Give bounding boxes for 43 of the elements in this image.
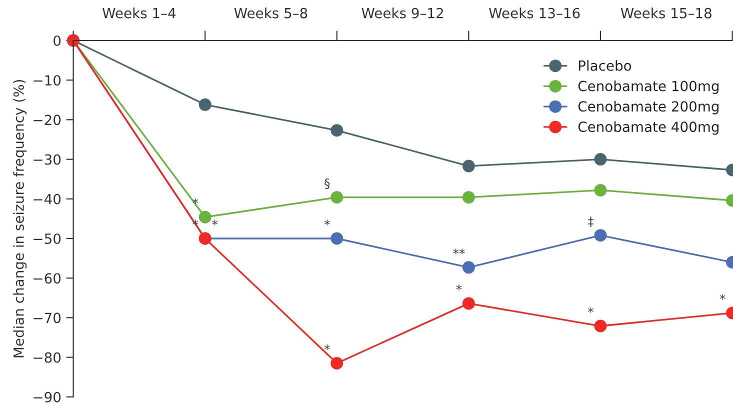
y-tick-label: −80 <box>34 352 61 363</box>
y-tick-label: 0 <box>54 35 61 46</box>
text: Weeks 15–18 <box>620 8 712 18</box>
text: Weeks 9–12 <box>362 8 443 18</box>
annotation: § <box>324 178 330 189</box>
point <box>198 210 212 224</box>
point <box>594 320 607 332</box>
legend-label: Cenobamate 200mg <box>578 100 718 114</box>
point <box>198 98 212 111</box>
annotation: * <box>456 284 462 290</box>
annotation: ‡ <box>588 216 594 227</box>
annotation: * <box>212 220 218 226</box>
text: Weeks 1–4 <box>102 8 176 18</box>
annotation: * <box>588 307 594 313</box>
point <box>462 160 475 172</box>
text: Weeks 5–8 <box>234 8 308 18</box>
annotation: * <box>324 344 330 350</box>
point <box>594 184 607 196</box>
point <box>330 191 344 204</box>
point <box>330 356 344 370</box>
text: Weeks 13–16 <box>489 8 580 18</box>
legend-label: Cenobamate 100mg <box>578 80 718 94</box>
point <box>594 229 607 242</box>
y-tick-label: −90 <box>34 392 61 402</box>
point <box>594 153 607 166</box>
y-tick-label: −20 <box>34 114 61 126</box>
point <box>330 232 344 245</box>
annotation: * <box>324 220 330 226</box>
point <box>330 124 344 137</box>
annotation: * <box>720 294 726 300</box>
y-tick-label: −30 <box>34 154 61 165</box>
legend-label: Placebo <box>578 60 632 71</box>
y-tick-label: −40 <box>34 194 61 204</box>
y-tick-label: −70 <box>34 312 61 324</box>
y-tick-label: −10 <box>34 75 61 86</box>
legend-label: Cenobamate 400mg <box>578 121 718 135</box>
point <box>462 297 475 310</box>
y-tick-label: −60 <box>34 273 61 284</box>
annotation: ** <box>453 248 465 254</box>
y-axis-title: Median change in seizure frequency (%) <box>13 80 27 358</box>
y-tick-label: −50 <box>34 233 61 244</box>
point <box>462 191 475 204</box>
point <box>462 261 475 274</box>
